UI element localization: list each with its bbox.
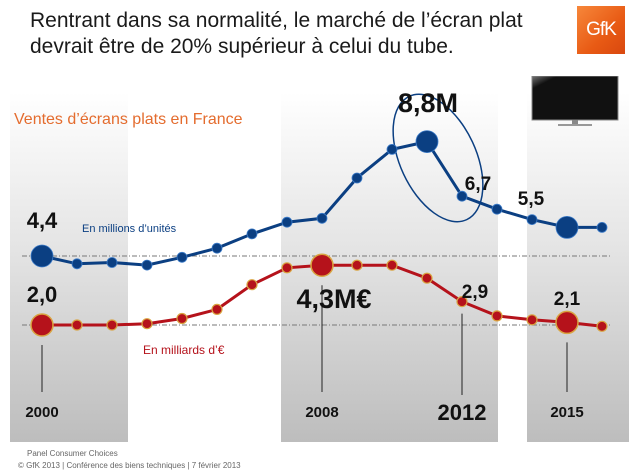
data-point-units-2014	[526, 214, 538, 226]
data-point-value-2004	[176, 312, 188, 325]
data-point-value-2012	[456, 296, 468, 308]
data-point-units-2005	[211, 242, 223, 254]
data-point-value-2009	[351, 259, 363, 271]
data-point-units-2011	[415, 130, 439, 154]
data-point-value-2008	[310, 253, 334, 277]
year-label-2008: 2008	[305, 404, 338, 421]
value-label-units-2011: 8,8M	[398, 88, 458, 118]
value-label-units-2012: 6,7	[465, 174, 491, 195]
data-point-units-2001	[71, 258, 83, 270]
data-point-units-2000	[30, 244, 54, 268]
data-point-units-2004	[176, 251, 188, 263]
data-point-units-2013	[491, 203, 503, 215]
data-point-units-2010	[386, 143, 398, 155]
page-title: Rentrant dans sa normalité, le marché de…	[30, 8, 570, 60]
year-label-2012: 2012	[438, 400, 487, 425]
data-point-units-2003	[141, 259, 153, 271]
year-label-2015: 2015	[550, 404, 583, 421]
data-point-units-2002	[106, 257, 118, 268]
data-point-units-2009	[351, 172, 363, 184]
gfk-logo: GfK	[577, 6, 625, 54]
data-point-value-2005	[211, 303, 223, 315]
data-point-value-2002	[106, 319, 118, 331]
chart-title: Ventes d’écrans plats en France	[14, 111, 243, 128]
data-point-units-2016	[596, 221, 608, 233]
value-label-value-2008: 4,3M€	[296, 284, 371, 314]
source-note: Panel Consumer Choices	[27, 449, 118, 458]
data-point-value-2013	[491, 310, 503, 322]
data-point-value-2011	[421, 272, 433, 284]
data-point-units-2008	[316, 212, 328, 224]
data-point-units-2012	[456, 190, 468, 202]
copyright-note: © GfK 2013 | Conférence des biens techni…	[18, 461, 241, 470]
data-point-value-2015	[555, 310, 579, 335]
title-line-1: Rentrant dans sa normalité, le marché de…	[30, 9, 523, 32]
highlight-ellipse	[392, 93, 484, 223]
value-label-value-2000: 2,0	[27, 282, 58, 307]
data-point-value-2016	[596, 320, 608, 332]
data-point-units-2015	[555, 215, 579, 239]
data-point-value-2003	[141, 318, 153, 330]
value-label-units-2015: 5,5	[518, 189, 545, 210]
value-label-units-2000: 4,4	[27, 208, 58, 233]
shaded-period-2000	[10, 92, 128, 442]
legend-value: En milliards d’€	[143, 343, 225, 357]
data-point-value-2000	[30, 313, 54, 337]
data-point-value-2006	[246, 279, 258, 291]
value-label-value-2015: 2,1	[554, 289, 581, 310]
data-point-value-2010	[386, 259, 398, 271]
year-label-2000: 2000	[25, 404, 58, 421]
tv-icon	[531, 76, 619, 126]
data-point-units-2006	[246, 228, 258, 240]
data-point-value-2007	[281, 262, 293, 274]
data-point-value-2001	[71, 319, 83, 331]
data-point-units-2007	[281, 216, 293, 228]
data-point-value-2014	[526, 314, 538, 326]
legend-units: En millions d’unités	[82, 223, 177, 235]
logo-text: GfK	[586, 19, 617, 40]
shaded-period-2015	[527, 92, 629, 442]
title-line-2: devrait être de 20% supérieur à celui du…	[30, 35, 454, 58]
value-label-value-2012: 2,9	[462, 282, 488, 303]
